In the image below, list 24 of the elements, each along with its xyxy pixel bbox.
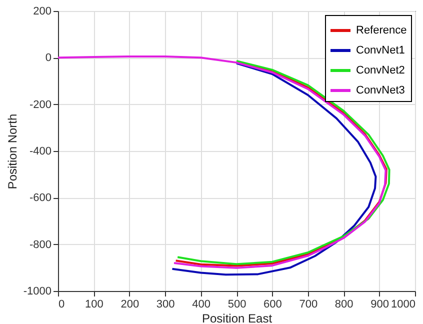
x-tick-label: 100 bbox=[85, 298, 104, 310]
legend-label: ConvNet2 bbox=[356, 64, 405, 76]
x-tick-label: 600 bbox=[264, 298, 282, 310]
y-tick-label: -800 bbox=[29, 238, 52, 251]
y-tick-label: 0 bbox=[45, 52, 52, 64]
x-axis-title: Position East bbox=[202, 312, 273, 324]
x-tick-label: 800 bbox=[334, 298, 354, 310]
x-tick-label: 0 bbox=[58, 298, 65, 310]
x-tick-label: 900 bbox=[370, 298, 389, 310]
x-tick-label: 1000 bbox=[391, 298, 416, 310]
y-tick-label: -400 bbox=[29, 146, 52, 158]
y-tick-label: -200 bbox=[29, 98, 52, 111]
legend-label: ConvNet1 bbox=[356, 44, 405, 56]
x-tick-label: 500 bbox=[228, 298, 246, 310]
y-tick-label: 200 bbox=[33, 6, 52, 18]
x-tick-label: 200 bbox=[120, 298, 140, 310]
x-tick-label: 400 bbox=[192, 298, 210, 310]
legend-label: ConvNet3 bbox=[356, 84, 405, 96]
x-tick-label: 300 bbox=[156, 298, 175, 310]
y-axis-title: Position North bbox=[5, 114, 20, 190]
y-tick-label: -600 bbox=[29, 192, 52, 204]
x-tick-label: 700 bbox=[299, 298, 318, 310]
y-tick-label: -1000 bbox=[23, 286, 52, 298]
legend-label: Reference bbox=[356, 24, 407, 36]
